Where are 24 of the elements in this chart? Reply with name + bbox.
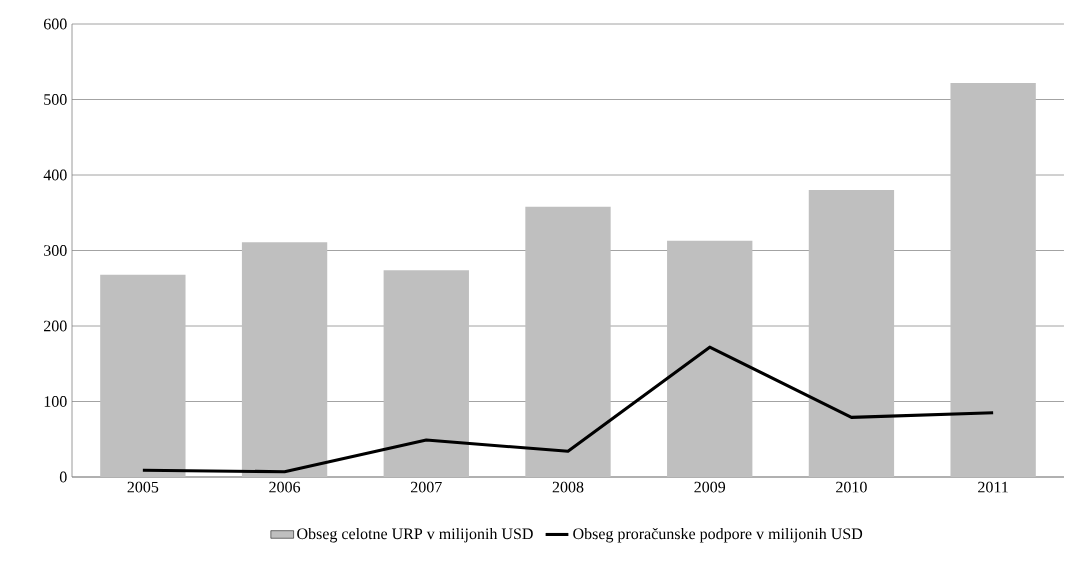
y-tick-label: 0 [59,471,67,483]
y-tick-label: 600 [43,18,67,30]
y-tick-label: 200 [44,320,67,332]
legend-label: Obseg celotne URP v milijonih USD [297,527,533,543]
bar [100,274,186,477]
bar [241,242,328,477]
x-tick-label: 2007 [411,481,442,493]
x-tick-label: 2009 [694,481,726,493]
x-tick-label: 2006 [269,481,301,493]
bar [950,82,1036,477]
x-tick-label: 2005 [127,481,159,493]
bar [808,190,895,477]
bar [383,270,469,477]
y-tick-label: 500 [44,94,67,105]
line-series [141,345,995,474]
x-tick-label: 2010 [836,481,867,493]
y-tick-label: 400 [43,169,67,181]
x-tick-label: 2011 [978,481,1008,493]
y-tick-label: 100 [44,396,67,407]
bar [525,206,611,477]
y-tick-label: 300 [44,245,67,256]
bar [667,240,753,477]
legend-label: Obseg proračunske podpore v milijonih USD [573,527,863,543]
x-tick-label: 2008 [552,481,584,493]
